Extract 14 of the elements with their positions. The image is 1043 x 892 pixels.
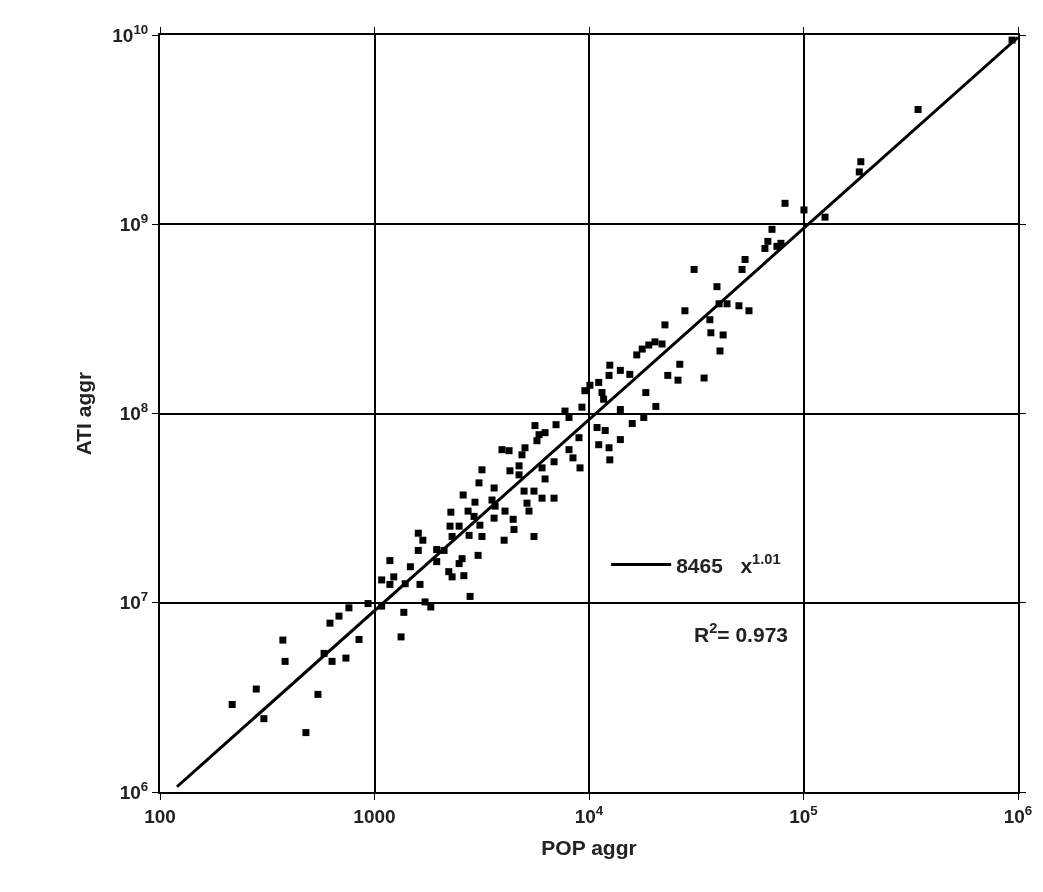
legend-label: 8465 x$^{1.01}$ <box>676 550 781 577</box>
x-tick-label: 10$^{6}$ <box>1003 802 1033 827</box>
y-tick-label: 10$^{6}$ <box>119 778 149 803</box>
y-tick-label: 10$^{10}$ <box>112 21 149 46</box>
y-tick-label: 10$^{9}$ <box>119 210 149 235</box>
x-axis-title: POP aggr <box>541 836 637 860</box>
x-tick-label: 1000 <box>353 805 396 827</box>
x-tick-label: 10$^{5}$ <box>789 802 819 827</box>
y-axis-title: ATI aggr <box>71 371 95 456</box>
y-tick-label: 10$^{7}$ <box>119 589 149 614</box>
x-tick-label: 10$^{4}$ <box>574 802 604 827</box>
annotation: R$^{2}$= 0.973 <box>694 620 788 646</box>
x-tick-label: 100 <box>144 805 176 827</box>
y-tick-label: 10$^{8}$ <box>119 400 149 425</box>
